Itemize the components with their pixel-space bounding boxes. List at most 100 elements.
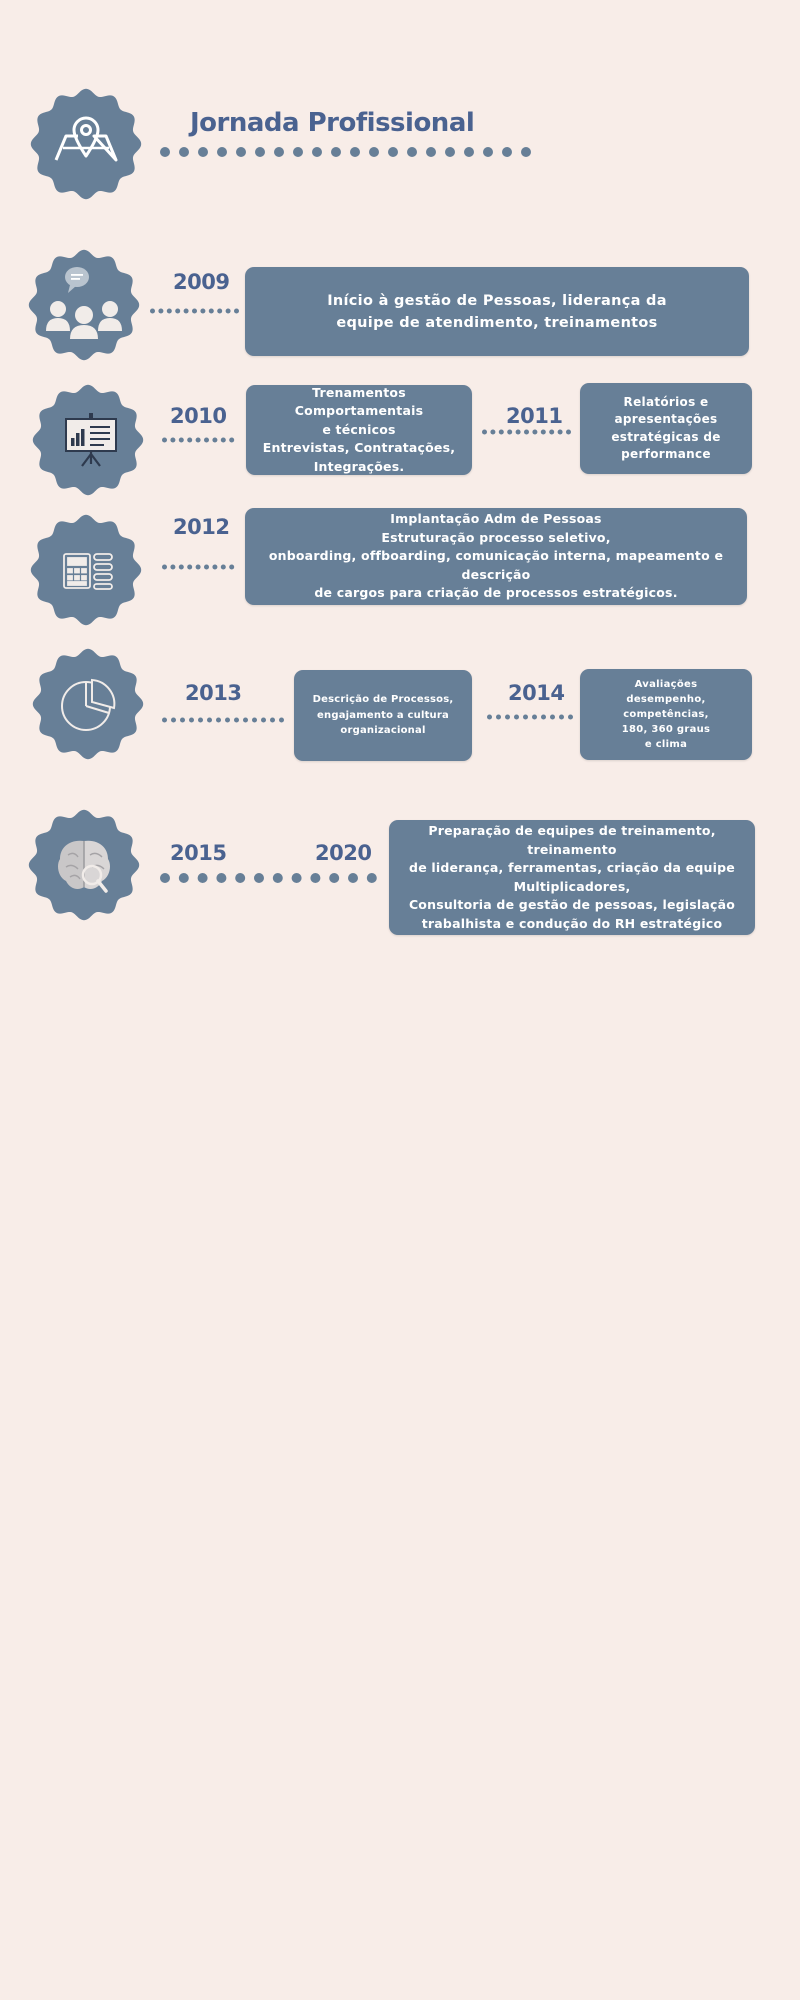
dot (426, 147, 436, 157)
dot (482, 429, 487, 435)
dot (150, 308, 155, 314)
dot (514, 714, 519, 720)
header-dotted-line (160, 144, 545, 160)
dot (559, 714, 564, 720)
dot (348, 873, 358, 883)
dot (243, 717, 248, 723)
presentation-board-icon (32, 384, 144, 496)
dot (216, 873, 227, 883)
year-2020: 2020 (315, 841, 372, 865)
dot (521, 147, 531, 157)
dot (178, 564, 184, 570)
dot (566, 429, 571, 435)
dot (568, 714, 573, 720)
card-2013: Descrição de Processos, engajamento a cu… (294, 670, 472, 761)
dot (180, 717, 185, 723)
dot (532, 429, 538, 435)
dot (171, 717, 176, 723)
card-2012-text: Implantação Adm de Pessoas Estruturação … (268, 511, 724, 601)
card-2013-text: Descrição de Processos, engajamento a cu… (312, 694, 454, 737)
dot (162, 564, 167, 570)
dot (208, 308, 214, 314)
dot (350, 147, 360, 157)
people-badge (26, 247, 142, 363)
dotted-line-2011 (482, 426, 578, 438)
dot (217, 147, 227, 157)
dot (207, 717, 212, 723)
pie-chart-icon (32, 648, 144, 760)
card-2010: Trenamentos Comportamentais e técnicos E… (246, 385, 472, 475)
dot (291, 873, 302, 883)
calculator-list-icon (30, 514, 142, 626)
dotted-line-2009 (150, 305, 246, 317)
card-2015-2020: Preparação de equipes de treinamento, tr… (389, 820, 755, 935)
dot (487, 714, 492, 720)
dot (252, 717, 257, 723)
dot (234, 308, 239, 314)
year-2012: 2012 (173, 515, 230, 539)
dot (407, 147, 417, 157)
dot (198, 717, 203, 723)
dot (261, 717, 266, 723)
dot (160, 873, 170, 883)
dotted-line-2015-2020 (160, 870, 382, 886)
card-2010-text: Trenamentos Comportamentais e técnicos E… (262, 384, 456, 474)
dot (204, 564, 209, 570)
dot (550, 714, 555, 720)
dotted-line-2013 (162, 714, 292, 726)
dot (179, 147, 189, 157)
dot (197, 873, 208, 883)
dot (170, 437, 176, 443)
card-2012: Implantação Adm de Pessoas Estruturação … (245, 508, 747, 605)
dot (225, 308, 231, 314)
dot (175, 308, 181, 314)
year-2011: 2011 (506, 404, 563, 428)
dot (225, 717, 230, 723)
dot (216, 717, 221, 723)
dot (187, 437, 193, 443)
dot (189, 717, 194, 723)
card-2011-text: Relatórios e apresentações estratégicas … (611, 394, 721, 462)
year-2009: 2009 (173, 270, 230, 294)
dot (549, 429, 555, 435)
dotted-line-2010 (162, 434, 242, 446)
dot (158, 308, 164, 314)
dot (279, 717, 284, 723)
dot (540, 429, 546, 435)
dot (220, 564, 226, 570)
dot (254, 873, 264, 883)
pie-chart-badge (30, 646, 146, 762)
dot (274, 147, 284, 157)
card-2014-text: Avaliações desempenho, competências, 180… (621, 679, 711, 750)
card-2009: Início à gestão de Pessoas, liderança da… (245, 267, 749, 356)
dot (235, 873, 246, 883)
dot (212, 564, 218, 570)
dot (312, 147, 322, 157)
dot (217, 308, 223, 314)
year-2013: 2013 (185, 681, 242, 705)
dot (212, 437, 218, 443)
dot (195, 564, 201, 570)
dot (170, 564, 176, 570)
dot (507, 429, 513, 435)
card-2011: Relatórios e apresentações estratégicas … (580, 383, 752, 474)
dot (523, 714, 528, 720)
brain-badge (26, 807, 142, 923)
dot (502, 147, 512, 157)
dot (532, 714, 537, 720)
page-title: Jornada Profissional (190, 108, 475, 138)
dot (557, 429, 563, 435)
calculator-badge (28, 512, 144, 628)
year-2015: 2015 (170, 841, 227, 865)
dot (524, 429, 529, 435)
dot (483, 147, 493, 157)
dot (162, 717, 167, 723)
dot (490, 429, 496, 435)
year-2014: 2014 (508, 681, 565, 705)
dot (505, 714, 510, 720)
dot (229, 564, 235, 570)
dot (293, 147, 303, 157)
dot (204, 437, 209, 443)
dot (445, 147, 455, 157)
dot (192, 308, 197, 314)
